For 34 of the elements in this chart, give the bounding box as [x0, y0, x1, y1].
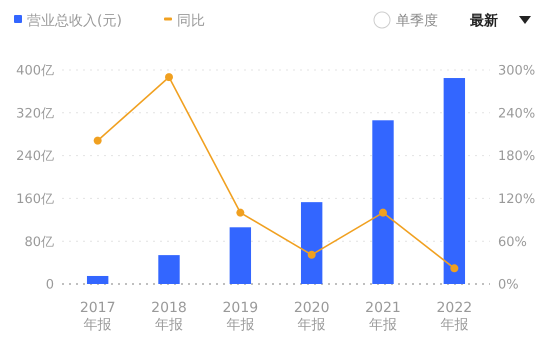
legend-label: 营业总收入(元) — [27, 13, 122, 29]
y-tick-label: 0 — [46, 278, 54, 293]
text: 最新 — [469, 12, 498, 29]
y-tick-label: 400亿 — [16, 64, 54, 79]
x-tick-label: 2021 年报 — [365, 300, 401, 333]
point — [450, 264, 458, 272]
x-tick-label: 2022 年报 — [436, 300, 472, 333]
bar — [300, 202, 322, 284]
point — [379, 208, 387, 217]
bar — [444, 78, 466, 284]
bar — [86, 276, 108, 284]
x-tick-label: 2019 年报 — [222, 300, 258, 333]
point — [165, 73, 173, 82]
y2-tick-label: 120% — [498, 192, 536, 207]
y-tick-label: 80亿 — [24, 234, 54, 250]
point — [236, 208, 244, 217]
x-tick-label: 2018 年报 — [151, 300, 187, 333]
y-tick-label: 320亿 — [16, 106, 54, 122]
y2-tick-label: 0% — [498, 278, 519, 293]
point — [308, 250, 316, 259]
y2-tick-label: 300% — [498, 64, 536, 79]
point — [94, 136, 102, 145]
x-tick-label: 2020 年报 — [294, 300, 330, 333]
y2-tick-label: 180% — [498, 149, 536, 164]
y-tick-label: 240亿 — [16, 149, 54, 164]
y2-tick-label: 60% — [498, 234, 527, 250]
y2-tick-label: 240% — [498, 106, 536, 122]
text: 单季度 — [396, 13, 438, 29]
legend-label: 同比 — [177, 13, 205, 29]
bar — [372, 120, 394, 284]
bar — [158, 255, 180, 284]
y-tick-label: 160亿 — [16, 192, 54, 207]
bar — [230, 227, 252, 284]
x-tick-label: 2017 年报 — [80, 300, 116, 333]
